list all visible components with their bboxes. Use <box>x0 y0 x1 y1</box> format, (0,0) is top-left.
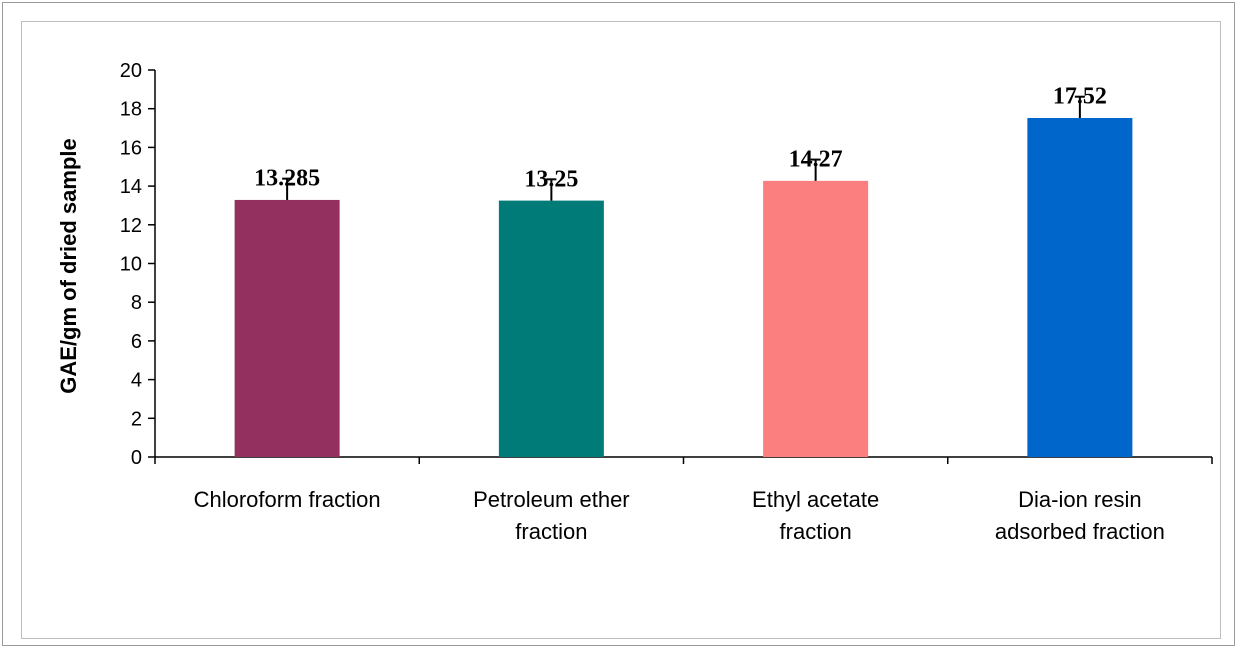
data-labels: 13.285 13.25 14.27 17.52 <box>254 84 1107 193</box>
x-tick-label: Ethyl acetate fraction <box>752 487 879 544</box>
y-tick-label: 8 <box>131 292 142 314</box>
y-axis-label: GAE/gm of dried sample <box>56 138 81 394</box>
error-bars <box>282 95 1085 201</box>
y-tick-label: 16 <box>120 137 142 159</box>
y-tick-label: 6 <box>131 331 142 353</box>
y-tick-label: 14 <box>120 176 142 198</box>
bar <box>234 199 340 458</box>
chart-area <box>21 21 1221 639</box>
x-tick-label-line: fraction <box>780 519 852 544</box>
y-tick-label: 0 <box>131 447 142 469</box>
x-tick-label: Dia-ion resin adsorbed fraction <box>995 487 1165 544</box>
x-tick-label-line: Petroleum ether <box>473 487 630 512</box>
x-tick-label: Chloroform fraction <box>194 487 381 512</box>
bar <box>763 180 869 458</box>
bars <box>234 117 1133 458</box>
bar <box>498 200 604 458</box>
x-tick-label-line: Chloroform fraction <box>194 487 381 512</box>
y-tick-label: 12 <box>120 215 142 237</box>
x-tick-label-line: fraction <box>515 519 587 544</box>
bar <box>1027 117 1133 457</box>
data-label: 13.25 <box>524 166 578 192</box>
x-tick-label: Petroleum ether fraction <box>473 487 630 544</box>
data-label: 13.285 <box>254 166 320 192</box>
x-tick-labels: Chloroform fraction Petroleum ether fracti… <box>194 487 1165 544</box>
y-tick-label: 10 <box>120 254 142 276</box>
x-tick-label-line: adsorbed fraction <box>995 519 1165 544</box>
data-label: 14.27 <box>789 147 843 173</box>
y-tick-label: 2 <box>131 408 142 430</box>
x-tick-label-line: Dia-ion resin <box>1018 487 1142 512</box>
x-tick-label-line: Ethyl acetate <box>752 487 879 512</box>
data-label: 17.52 <box>1053 84 1107 110</box>
y-tick-label: 4 <box>131 370 142 392</box>
y-tick-label: 18 <box>120 99 142 121</box>
y-tick-label: 20 <box>120 60 142 82</box>
